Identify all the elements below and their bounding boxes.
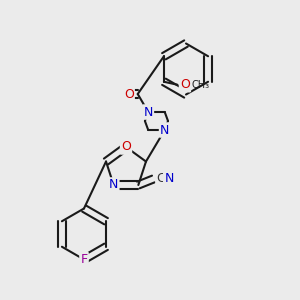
Text: C: C	[157, 172, 165, 185]
Text: O: O	[180, 78, 190, 91]
Text: N: N	[109, 178, 118, 191]
Text: N: N	[160, 124, 169, 136]
Text: CH₃: CH₃	[192, 80, 210, 90]
Text: N: N	[164, 172, 174, 185]
Text: N: N	[143, 106, 153, 118]
Text: F: F	[80, 253, 88, 266]
Text: O: O	[124, 88, 134, 100]
Text: O: O	[121, 140, 131, 154]
